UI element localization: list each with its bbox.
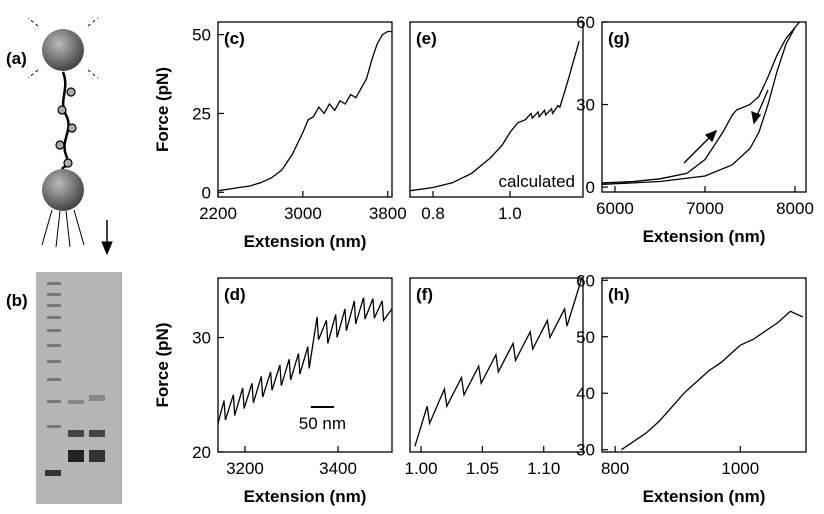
panel-label: (d) [224,285,246,304]
data-line [217,30,392,192]
x-tick-label: 6000 [596,199,634,218]
y-tick-label: 40 [576,384,595,403]
y-tick-label: 30 [576,441,595,460]
y-tick-label: 20 [192,443,211,462]
x-axis-label: Extension (nm) [244,232,367,251]
y-tick-label: 60 [576,271,595,290]
panel-label: (a) [6,49,27,68]
panel-label: (b) [6,291,28,310]
data-line [217,297,393,424]
plot-frame [601,21,807,193]
direction-arrows [683,89,769,164]
y-tick-label: 60 [576,13,595,32]
x-tick-label: 0.8 [421,204,445,223]
scale-bar-label: 50 nm [299,414,346,433]
y-tick-label: 25 [192,104,211,123]
x-tick-label: 3400 [319,459,357,478]
plot-frame [601,277,807,453]
x-tick-label: 1.10 [527,459,560,478]
y-tick-label: 0 [586,178,595,197]
data-line [621,310,804,451]
x-tick-label: 1000 [721,459,759,478]
data-line [414,277,583,447]
annotation: calculated [498,172,575,191]
panel-label: (c) [224,29,245,48]
x-tick-label: 3800 [369,204,407,223]
x-tick-label: 1.0 [498,204,522,223]
data-line [602,21,801,184]
y-tick-label: 0 [202,183,211,202]
x-tick-label: 1.05 [466,459,499,478]
x-tick-label: 8000 [776,199,814,218]
data-line [602,27,796,185]
y-tick-label: 50 [192,26,211,45]
plot-frame [409,21,584,198]
y-tick-label: 30 [192,329,211,348]
x-axis-label: Extension (nm) [643,487,766,506]
plot-frame [217,21,393,198]
y-tick-label: 50 [576,328,595,347]
x-tick-label: 1.00 [404,459,437,478]
data-line [409,40,580,192]
plot-frame [409,277,584,453]
x-tick-label: 3000 [284,204,322,223]
panel-label: (g) [608,29,630,48]
y-axis-label: Force (pN) [153,323,172,408]
panel-label: (e) [416,29,437,48]
x-tick-label: 7000 [686,199,724,218]
panel-label: (f) [416,285,433,304]
y-tick-label: 30 [576,96,595,115]
tether-diagram [27,17,113,256]
x-tick-label: 3200 [226,459,264,478]
x-axis-label: Extension (nm) [643,227,766,246]
x-axis-label: Extension (nm) [244,487,367,506]
x-tick-label: 800 [601,459,629,478]
y-axis-label: Force (pN) [153,67,172,152]
panel-label: (h) [608,285,630,304]
gel-image [36,272,122,504]
plot-frame [217,277,393,453]
x-tick-label: 2200 [199,204,237,223]
